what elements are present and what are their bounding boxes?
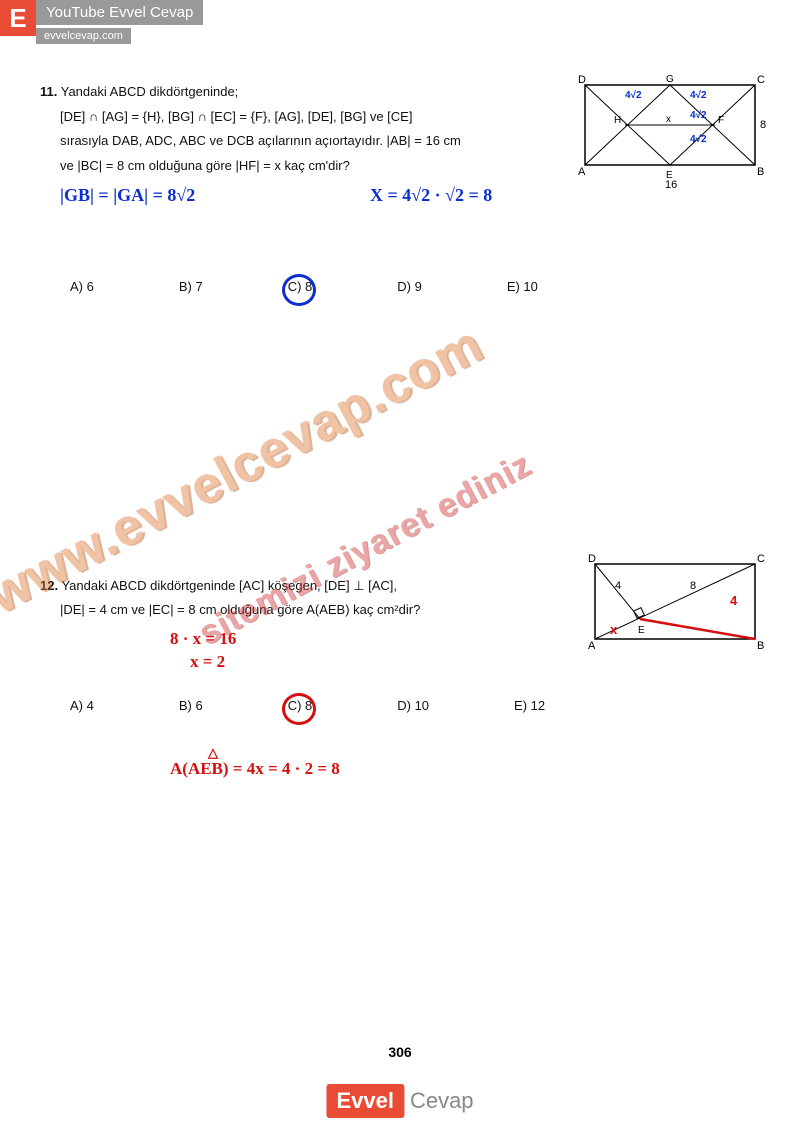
svg-text:A: A	[588, 640, 596, 652]
q11-opt-b: B) 7	[179, 279, 203, 294]
footer-evvel: Evvel	[326, 1084, 404, 1118]
youtube-label: YouTube Evvel Cevap	[36, 0, 203, 25]
question-number: 12.	[40, 578, 58, 593]
q12-handwriting-1: 8 · x = 16	[170, 629, 236, 649]
q11-opt-e: E) 10	[507, 279, 538, 294]
q12-opt-e: E) 12	[514, 698, 545, 713]
q11-opt-c: C) 8	[288, 279, 313, 294]
svg-text:E: E	[638, 625, 645, 636]
q12-handwriting-3: △ A(AEB) = 4x = 4 · 2 = 8	[170, 759, 340, 779]
svg-text:D: D	[578, 74, 586, 86]
q11-opt-a: A) 6	[70, 279, 94, 294]
question-11: 11. Yandaki ABCD dikdörtgeninde; [DE] ∩ …	[40, 80, 760, 294]
q11-diagram: D C A B G E H F x 16 8 4√2 4√2 4√2 4√2	[570, 70, 770, 190]
q12-opt-a: A) 4	[70, 698, 94, 713]
footer-cevap: Cevap	[404, 1088, 474, 1114]
svg-text:4√2: 4√2	[690, 134, 707, 145]
svg-text:A: A	[578, 166, 586, 178]
svg-text:4√2: 4√2	[625, 90, 642, 101]
q11-line3: sırasıyla DAB, ADC, ABC ve DCB açılarını…	[40, 129, 461, 154]
q12-handwriting-2: x = 2	[190, 652, 225, 672]
q11-opt-d: D) 9	[397, 279, 422, 294]
svg-text:C: C	[757, 553, 765, 565]
svg-text:C: C	[757, 74, 765, 86]
site-url-label: evvelcevap.com	[36, 28, 131, 44]
logo-icon: E	[0, 0, 36, 36]
svg-text:4: 4	[730, 593, 738, 608]
svg-text:x: x	[610, 622, 618, 637]
footer-logo: Evvel Cevap	[326, 1084, 473, 1118]
svg-text:B: B	[757, 640, 764, 652]
question-text: 12. Yandaki ABCD dikdörtgeninde [AC] köş…	[40, 574, 510, 623]
q11-line4: ve |BC| = 8 cm olduğuna göre |HF| = x ka…	[40, 154, 350, 179]
svg-text:8: 8	[690, 580, 696, 592]
question-text: 11. Yandaki ABCD dikdörtgeninde; [DE] ∩ …	[40, 80, 510, 179]
q12-hand3-text: A(AEB) = 4x = 4 · 2 = 8	[170, 759, 340, 778]
q11-line2: [DE] ∩ [AG] = {H}, [BG] ∩ [EC] = {F}, [A…	[40, 105, 412, 130]
svg-text:x: x	[666, 114, 671, 125]
q12-opt-d: D) 10	[397, 698, 429, 713]
q12-line2: |DE| = 4 cm ve |EC| = 8 cm olduğuna göre…	[40, 598, 420, 623]
svg-text:16: 16	[665, 179, 677, 190]
svg-text:4: 4	[615, 580, 621, 592]
question-number: 11.	[40, 84, 57, 99]
q12-opt-b: B) 6	[179, 698, 203, 713]
svg-text:F: F	[718, 115, 724, 126]
question-12: 12. Yandaki ABCD dikdörtgeninde [AC] köş…	[40, 574, 760, 713]
triangle-symbol: △	[208, 745, 218, 761]
q11-options: A) 6 B) 7 C) 8 D) 9 E) 10	[40, 279, 760, 294]
page-number: 306	[0, 1044, 800, 1060]
svg-text:8: 8	[760, 119, 766, 131]
svg-text:4√2: 4√2	[690, 90, 707, 101]
svg-text:D: D	[588, 553, 596, 565]
q12-line1: Yandaki ABCD dikdörtgeninde [AC] köşegen…	[61, 578, 397, 593]
q12-opt-c: C) 8	[288, 698, 313, 713]
svg-text:H: H	[614, 115, 621, 126]
q11-line1: Yandaki ABCD dikdörtgeninde;	[61, 84, 239, 99]
q12-diagram: D C A B E 4 8 4 x	[580, 549, 770, 659]
svg-text:B: B	[757, 166, 764, 178]
svg-text:4√2: 4√2	[690, 110, 707, 121]
svg-text:G: G	[666, 74, 674, 85]
q12-options: A) 4 B) 6 C) 8 D) 10 E) 12	[40, 698, 760, 713]
page-content: 11. Yandaki ABCD dikdörtgeninde; [DE] ∩ …	[40, 60, 760, 993]
q11-handwriting-2: X = 4√2 · √2 = 8	[370, 185, 492, 206]
q11-handwriting-1: |GB| = |GA| = 8√2	[60, 185, 195, 206]
